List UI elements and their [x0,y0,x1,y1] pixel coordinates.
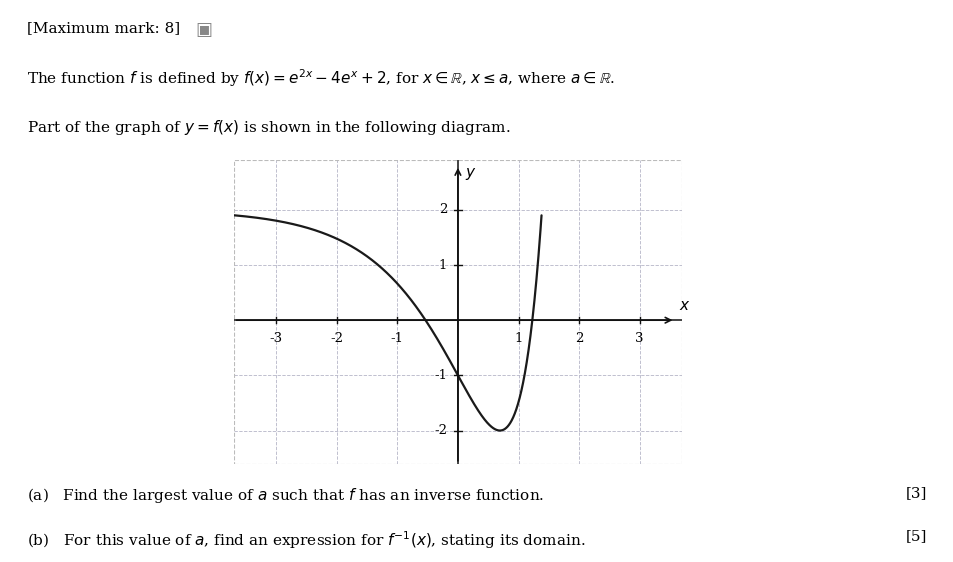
Text: [5]: [5] [905,529,926,543]
Text: [Maximum mark: 8]: [Maximum mark: 8] [27,21,180,35]
Text: -2: -2 [330,332,343,345]
Text: -1: -1 [434,369,447,382]
Text: (b)   For this value of $a$, find an expression for $f^{-1}(x)$, stating its dom: (b) For this value of $a$, find an expre… [27,529,584,551]
Text: 1: 1 [514,332,522,345]
Text: ▣: ▣ [195,21,213,39]
Text: -3: -3 [270,332,282,345]
Text: 2: 2 [438,203,447,216]
Text: [3]: [3] [905,486,926,500]
Text: $x$: $x$ [678,299,690,313]
Text: -1: -1 [391,332,403,345]
Text: (a)   Find the largest value of $a$ such that $f$ has an inverse function.: (a) Find the largest value of $a$ such t… [27,486,543,505]
Text: 3: 3 [635,332,643,345]
Text: 2: 2 [575,332,582,345]
Text: $y$: $y$ [465,166,476,182]
Text: The function $f$ is defined by $f(x) = e^{2x} - 4e^x + 2$, for $x \in \mathbb{R}: The function $f$ is defined by $f(x) = e… [27,67,614,89]
Text: 1: 1 [438,259,447,271]
Text: Part of the graph of $y = f(x)$ is shown in the following diagram.: Part of the graph of $y = f(x)$ is shown… [27,118,510,137]
Text: -2: -2 [434,424,447,437]
